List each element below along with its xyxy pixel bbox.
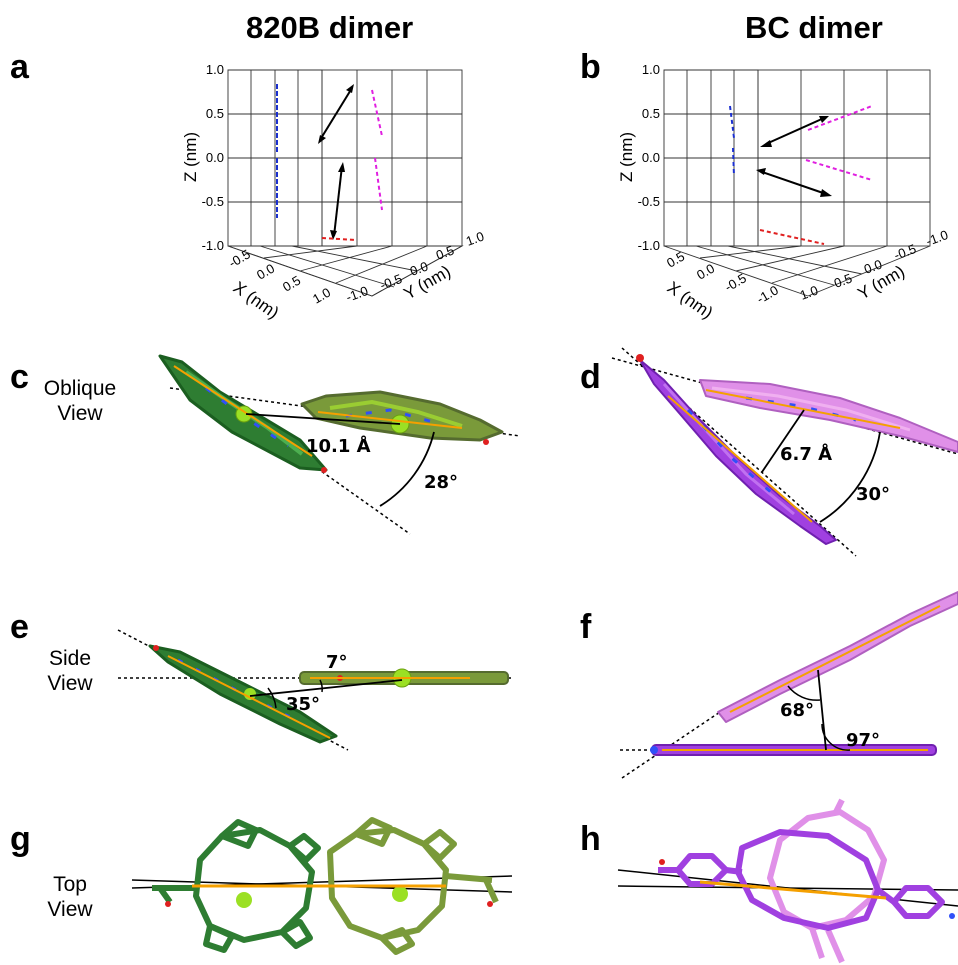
plot-a-y-tick: 0.0 xyxy=(408,259,430,279)
plot-b-z-label: Z (nm) xyxy=(617,132,636,182)
mg-atom xyxy=(392,886,408,902)
panel-letter-d: d xyxy=(580,358,601,396)
plot-b-z-tick: 0.0 xyxy=(642,150,660,165)
distance-line xyxy=(245,413,401,425)
plot-b-y-tick: 0.5 xyxy=(832,271,854,291)
column-title-bc: BC dimer xyxy=(745,10,883,45)
transition-dipole xyxy=(699,880,887,900)
distance-line xyxy=(761,409,805,473)
bchl-molecule-dark-green xyxy=(158,354,328,473)
plot-a-y-tick: 0.5 xyxy=(434,243,456,263)
bc-molecule-pink xyxy=(767,798,887,964)
annotation-d-distance: 6.7 Å xyxy=(780,442,832,465)
annotation-e-angle-small: 7° xyxy=(326,652,348,673)
bchl-macrocycle-dark-green xyxy=(152,819,321,953)
annotation-d-angle: 30° xyxy=(856,484,890,505)
view-label-top-line2: View xyxy=(47,898,93,921)
annotation-f-angle-1: 68° xyxy=(780,700,814,721)
view-label-oblique-line1: Oblique xyxy=(43,377,117,400)
plot-b-z-tick: -0.5 xyxy=(638,194,660,209)
plot-a-y-tick: 1.0 xyxy=(464,229,486,249)
plane-line xyxy=(621,711,721,779)
panel-letter-e: e xyxy=(10,608,29,646)
bc-molecule-violet xyxy=(650,744,937,756)
plane-line xyxy=(621,347,857,557)
distance-line xyxy=(249,679,403,697)
view-label-oblique-line2: View xyxy=(57,402,103,425)
annotation-c-angle: 28° xyxy=(424,472,458,493)
plot-a-y-tick: -0.5 xyxy=(378,271,404,293)
plot-a-y-tick: -1.0 xyxy=(344,283,370,305)
plot-b-y-ticks: -1.0 -0.5 0.0 0.5 1.0 xyxy=(798,227,950,303)
plot-b-z-tick: -1.0 xyxy=(638,238,660,253)
view-label-top: Top View xyxy=(40,872,100,922)
panel-letter-a: a xyxy=(10,48,29,86)
bc-molecule-pink xyxy=(717,591,958,723)
plot-a-y-ticks: 1.0 0.5 0.0 -0.5 -1.0 xyxy=(344,229,486,305)
view-label-oblique: Oblique View xyxy=(40,376,120,426)
angle-arc xyxy=(821,723,851,751)
bc-molecule-pink xyxy=(699,379,958,453)
bchl-macrocycle-olive xyxy=(327,817,499,955)
plot-b-y-tick: 1.0 xyxy=(798,283,820,303)
panel-letter-b: b xyxy=(580,48,601,86)
angle-arc xyxy=(819,431,881,523)
view-label-top-line1: Top xyxy=(53,873,87,896)
plot-b-z-ticks: 1.0 0.5 0.0 -0.5 -1.0 xyxy=(638,62,660,253)
annotation-f-angle-2: 97° xyxy=(846,730,880,751)
panel-letter-g: g xyxy=(10,820,31,858)
plot-b-y-tick: -0.5 xyxy=(892,241,918,263)
plot-a-z-tick: 1.0 xyxy=(206,62,224,77)
panel-letter-h: h xyxy=(580,820,601,858)
plot-a-grid xyxy=(227,69,464,297)
view-label-side-line1: Side xyxy=(48,647,92,670)
plot-a-z-tick: -0.5 xyxy=(202,194,224,209)
view-label-side: Side View xyxy=(40,646,100,696)
plot-b-z-tick: 0.5 xyxy=(642,106,660,121)
plot-a-z-label: Z (nm) xyxy=(181,132,200,182)
panel-letter-f: f xyxy=(580,608,592,646)
annotation-c-distance: 10.1 Å xyxy=(306,434,371,457)
plot-a-z-tick: 0.0 xyxy=(206,150,224,165)
bchl-molecule-olive xyxy=(300,390,504,445)
plot-b-y-tick: -1.0 xyxy=(924,227,950,249)
plot-b-grid xyxy=(663,69,931,297)
angle-arc xyxy=(787,685,821,701)
angle-arc xyxy=(319,679,323,693)
bc-molecule-violet xyxy=(636,354,837,545)
plot-b-y-tick: 0.0 xyxy=(862,257,884,277)
plot-a-z-tick: -1.0 xyxy=(202,238,224,253)
annotation-e-angle: 35° xyxy=(286,694,320,715)
angle-arc xyxy=(267,687,277,709)
bchl-molecule-olive xyxy=(299,668,509,688)
angle-arc xyxy=(379,431,435,507)
plot-a-dipoles xyxy=(276,84,383,241)
plot-b-dipoles xyxy=(729,105,873,245)
plot-b-z-tick: 1.0 xyxy=(642,62,660,77)
bc-molecule-violet xyxy=(658,829,945,931)
panel-letter-c: c xyxy=(10,358,29,396)
plot-a-z-ticks: 1.0 0.5 0.0 -0.5 -1.0 xyxy=(202,62,224,253)
column-title-820b: 820B dimer xyxy=(246,10,414,45)
plot-a-z-tick: 0.5 xyxy=(206,106,224,121)
bchl-molecule-dark-green xyxy=(148,644,338,744)
view-label-side-line2: View xyxy=(47,672,93,695)
mg-atom xyxy=(236,892,252,908)
